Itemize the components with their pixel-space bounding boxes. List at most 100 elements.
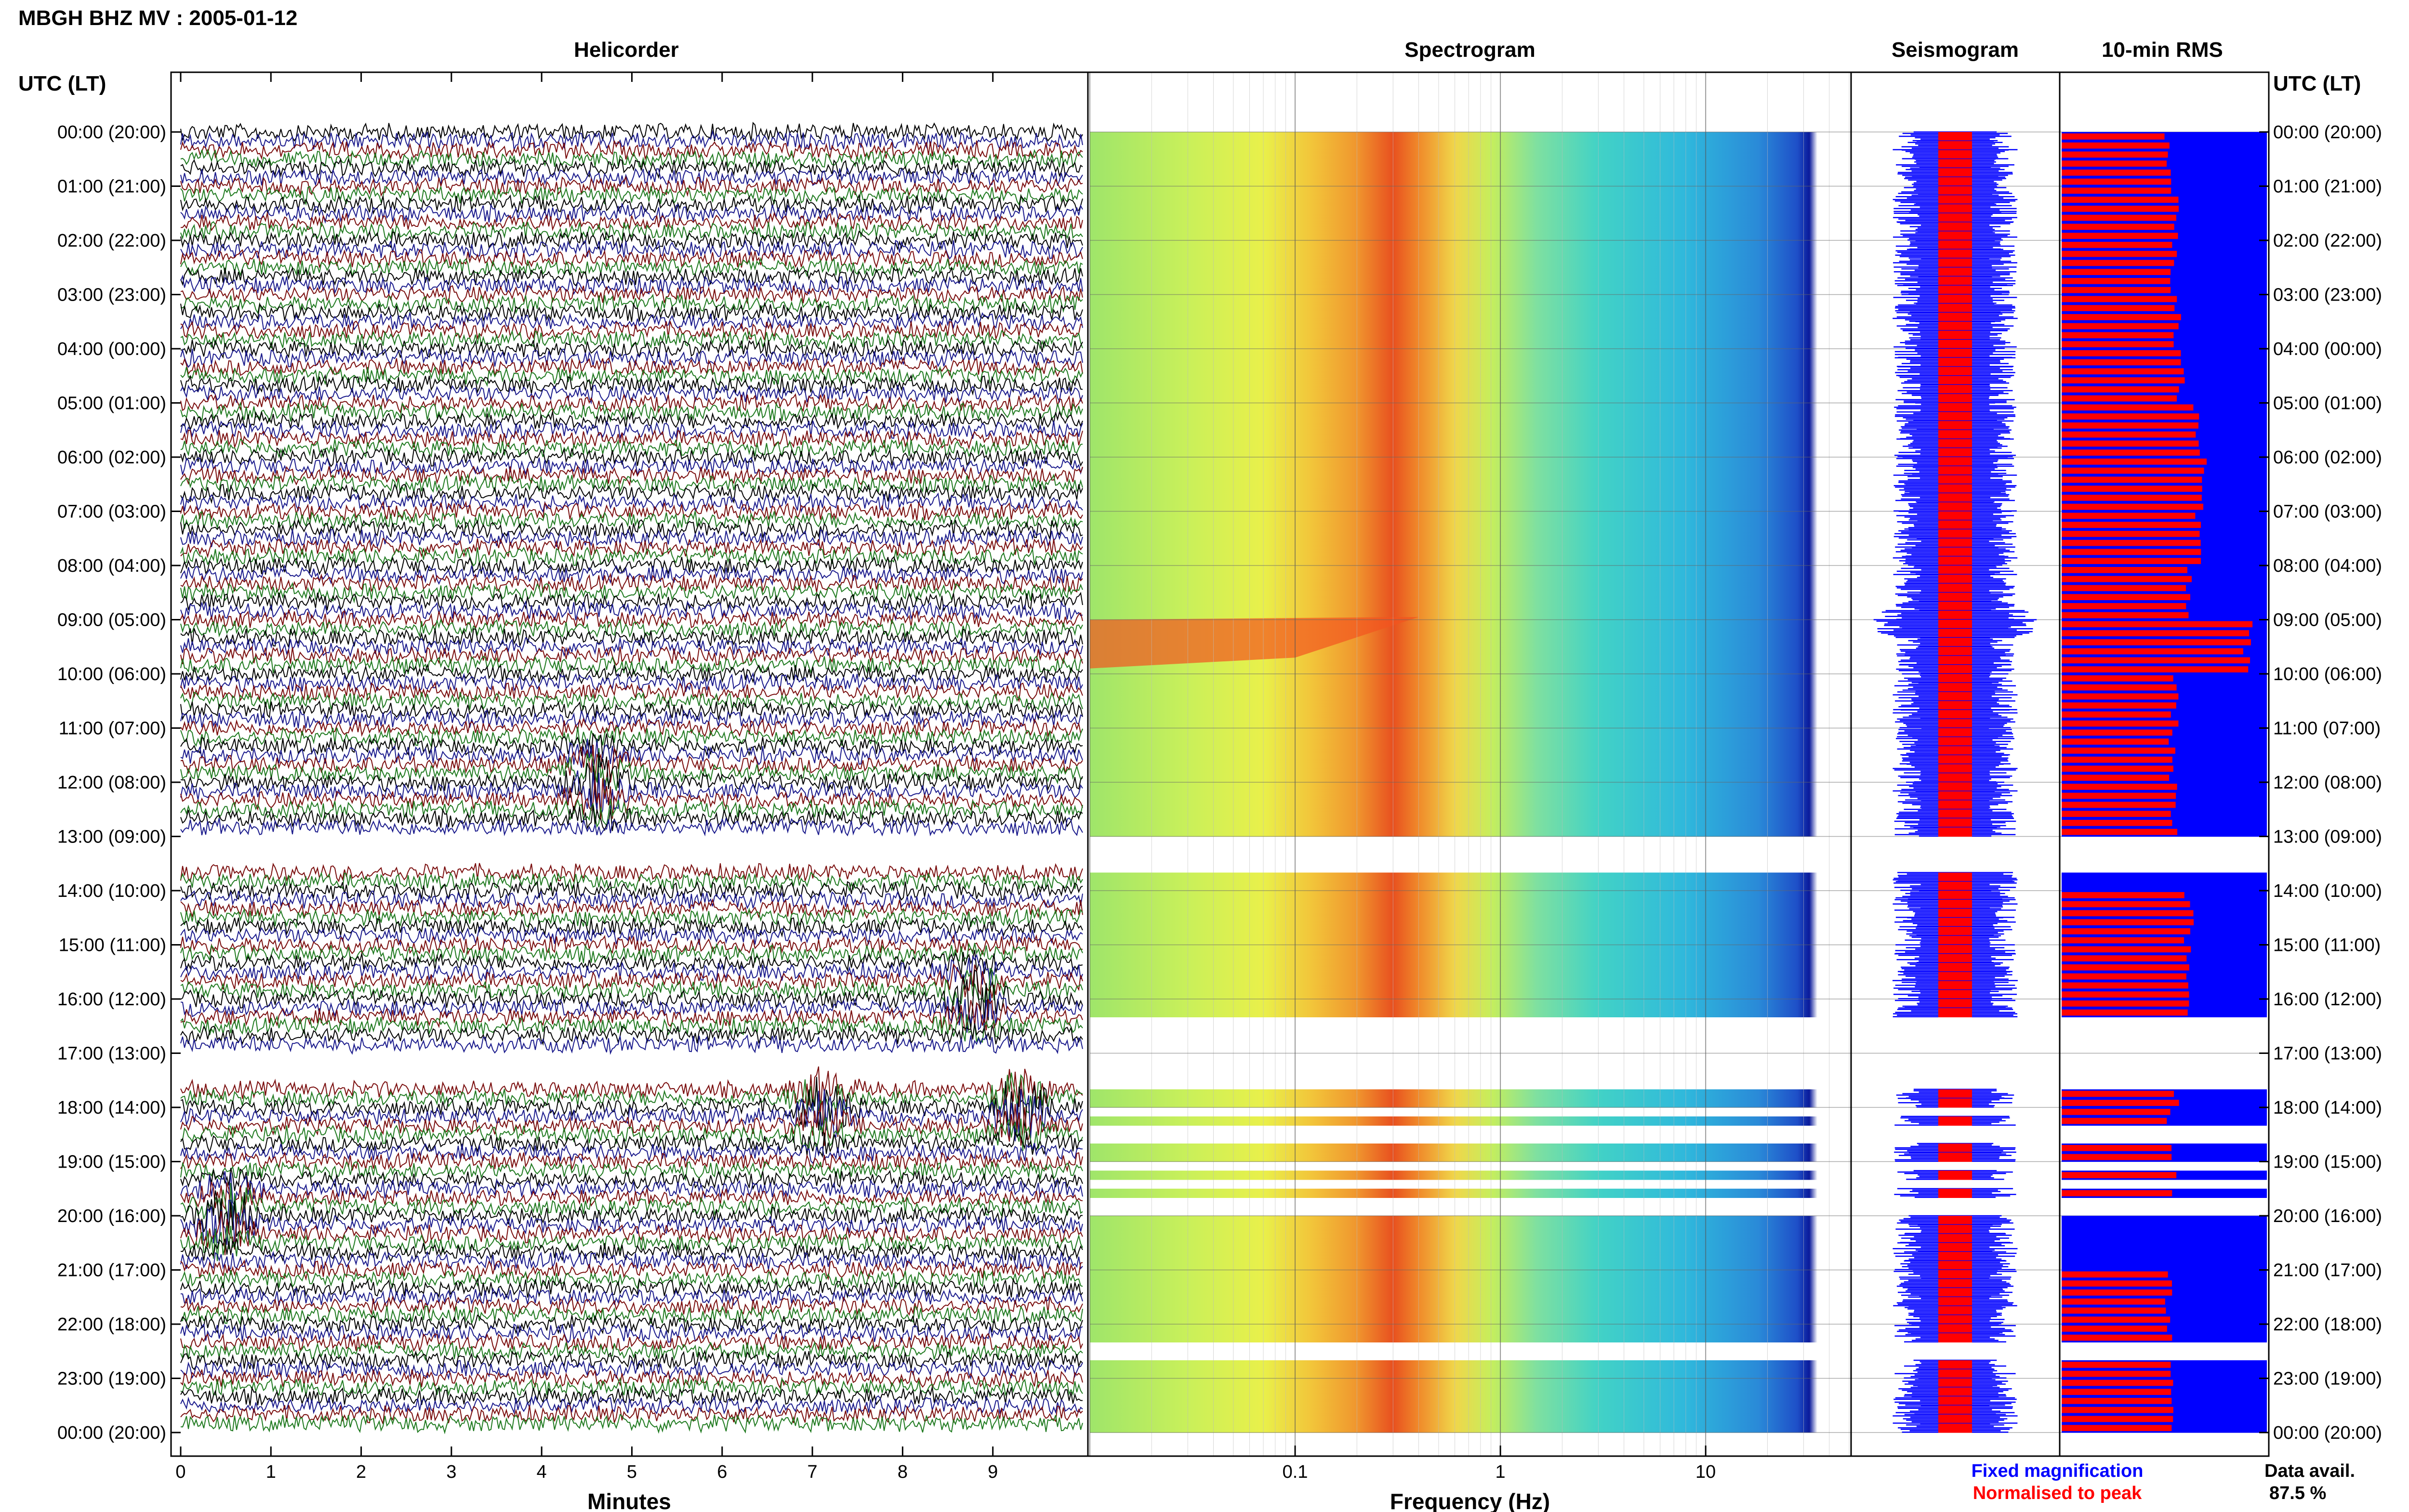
helicorder-y-tick-label: 16:00 (12:00) [57,989,166,1010]
spectrogram-row [1090,818,1849,828]
spectrogram-row [1090,1089,1849,1099]
rms-bar [2062,296,2177,302]
helicorder-trace [180,582,1083,604]
helicorder-xlabel: Minutes [587,1489,671,1512]
rms-bar [2062,250,2177,257]
spectrogram-row [1090,1224,1849,1234]
seismogram-normalised-trace [1938,439,1972,448]
helicorder-x-tick-label: 4 [537,1462,547,1482]
helicorder-trace [180,556,1083,576]
seismogram-normalised-trace [1938,285,1972,295]
helicorder-y-tick-label: 02:00 (22:00) [57,231,166,251]
spectrogram-row [1090,1144,1849,1153]
seismogram-normalised-trace [1938,665,1972,674]
rms-bar [2062,178,2171,185]
spectrogram-row [1090,954,1849,963]
spectrogram-row [1090,502,1849,512]
rms-bar [2062,142,2170,149]
rms-background [2062,1261,2267,1270]
seismogram-normalised-trace [1938,240,1972,250]
seismogram-normalised-trace [1938,981,1972,990]
seismogram-normalised-trace [1938,574,1972,584]
rms-ylabel: UTC (LT) [2273,72,2361,95]
helicorder-trace [180,1314,1083,1335]
seismogram-normalised-trace [1938,204,1972,214]
spectrogram-row [1090,1369,1849,1379]
rms-bar [2062,657,2250,664]
rms-bar [2062,377,2185,383]
spectrogram-row [1090,529,1849,539]
data-availability-label: Data avail. [2264,1461,2355,1481]
seismogram-normalised-trace [1938,1306,1972,1315]
spectrogram-row [1090,764,1849,774]
seismogram-normalised-trace [1938,1387,1972,1397]
rms-bar [2062,431,2196,438]
seismogram-normalised-trace [1938,1396,1972,1406]
spectrogram-row [1090,475,1849,485]
seismogram-normalised-trace [1938,565,1972,575]
helicorder-trace [180,1333,1083,1353]
helicorder-ylabel: UTC (LT) [18,72,106,95]
spectrogram-row [1090,737,1849,747]
rms-y-tick-label: 04:00 (00:00) [2273,339,2382,359]
spectrogram-row [1090,1270,1849,1279]
rms-bar [2062,440,2199,447]
helicorder-trace [180,158,1083,179]
spectrogram-row [1090,1279,1849,1288]
helicorder-trace [180,745,1083,785]
rms-bar [2062,802,2176,808]
seismogram-normalised-trace [1938,213,1972,223]
legend-normalised-to-peak: Normalised to peak [1973,1483,2142,1503]
rms-bar [2062,242,2172,248]
spectrogram-row [1090,457,1849,467]
rms-bar [2062,892,2184,898]
rms-background [2062,1234,2267,1243]
spectrogram-row [1090,610,1849,620]
spectrogram-row [1090,574,1849,584]
helicorder-trace [180,257,1083,278]
helicorder-y-tick-label: 12:00 (08:00) [57,773,166,793]
helicorder-trace [180,193,1083,215]
rms-bar [2062,919,2194,925]
spectrogram-row [1090,1306,1849,1315]
data-availability-value: 87.5 % [2269,1483,2326,1503]
helicorder-y-tick-label: 00:00 (20:00) [57,1423,166,1443]
rms-bar [2062,576,2192,582]
rms-bar [2062,224,2174,230]
seismogram-normalised-trace [1938,638,1972,647]
helicorder-trace [180,1404,1083,1424]
helicorder-trace [180,969,1083,1029]
spectrogram-row [1090,394,1849,403]
helicorder-trace [180,942,1083,965]
spectrogram-row [1090,267,1849,277]
spectrogram-row [1090,1216,1849,1225]
helicorder-trace [180,348,1083,368]
seismogram-normalised-trace [1938,367,1972,376]
helicorder-trace [180,285,1083,305]
seismogram-normalised-trace [1938,818,1972,828]
rms-bar [2062,1380,2173,1386]
spectrogram-row [1090,1414,1849,1424]
helicorder-trace [180,230,1083,251]
spectrogram-row [1090,168,1849,178]
seismogram-normalised-trace [1938,683,1972,692]
rms-bar [2062,187,2171,194]
rms-bar [2062,467,2204,474]
spectrogram-row [1090,592,1849,602]
helicorder-trace [180,963,1083,999]
spectrogram-row [1090,927,1849,936]
rms-bar [2062,1307,2166,1314]
seismogram-normalised-trace [1938,421,1972,431]
spectrogram-row [1090,556,1849,566]
seismogram-normalised-trace [1938,1288,1972,1298]
spectrogram-row [1090,484,1849,494]
helicorder-trace [180,1259,1083,1281]
spectrogram-row [1090,602,1849,611]
seismogram-normalised-trace [1938,701,1972,710]
rms-bar [2062,684,2177,691]
spectrogram-row [1090,1188,1849,1198]
rms-bar [2062,991,2189,998]
helicorder-trace [180,628,1083,647]
rms-bar [2062,1118,2167,1124]
helicorder-trace [180,1323,1083,1343]
